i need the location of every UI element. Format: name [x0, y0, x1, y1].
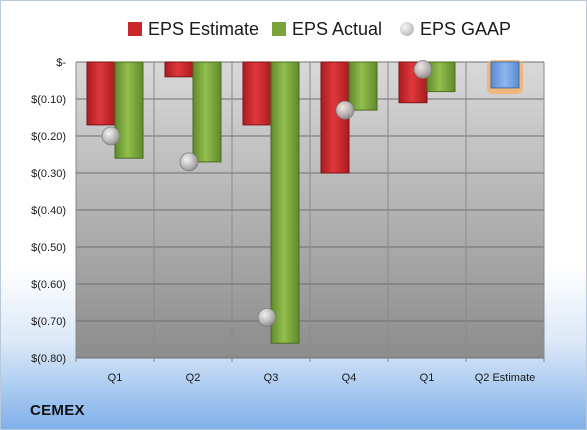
legend-actual-label: EPS Actual [292, 18, 383, 39]
legend-estimate-swatch [128, 22, 142, 36]
next-estimate-bar [490, 61, 520, 89]
y-tick-label: $(0.30) [31, 168, 66, 180]
actual-bar [114, 61, 144, 159]
estimate-bar [242, 61, 272, 126]
y-tick-label: $(0.60) [31, 279, 66, 291]
gaap-point [101, 126, 121, 146]
y-tick-label: $(0.40) [31, 205, 66, 217]
x-tick-label: Q3 [264, 372, 279, 384]
legend-gaap: EPS GAAP [400, 16, 511, 42]
legend-gaap-label: EPS GAAP [420, 18, 512, 39]
y-tick-label: $(0.70) [31, 316, 66, 328]
legend-estimate-label: EPS Estimate [148, 18, 260, 39]
legend-estimate: EPS Estimate [128, 16, 259, 42]
y-tick-label: $(0.80) [31, 353, 66, 365]
x-tick-label: Q4 [342, 372, 357, 384]
x-tick-label: Q2 Estimate [475, 372, 536, 384]
y-tick-label: $- [56, 57, 66, 69]
estimate-bar [164, 61, 194, 78]
estimate-bar [86, 61, 116, 126]
x-tick-label: Q2 [186, 372, 201, 384]
gaap-point [413, 60, 433, 79]
y-tick-label: $(0.20) [31, 131, 66, 143]
x-tick-label: Q1 [420, 372, 435, 384]
y-tick-label: $(0.50) [31, 242, 66, 254]
y-tick-label: $(0.10) [31, 94, 66, 106]
x-tick-label: Q1 [108, 372, 123, 384]
actual-bar [270, 61, 300, 344]
legend-actual: EPS Actual [272, 16, 382, 42]
actual-bar [192, 61, 222, 163]
gaap-point [179, 152, 199, 172]
legend-actual-swatch [272, 22, 286, 36]
gaap-point [257, 307, 277, 327]
company-name: CEMEX [30, 402, 85, 419]
actual-bar [348, 61, 378, 111]
legend-gaap-swatch [400, 22, 414, 36]
gaap-point [335, 100, 355, 120]
legend: EPS Estimate EPS Actual EPS GAAP [0, 16, 587, 42]
